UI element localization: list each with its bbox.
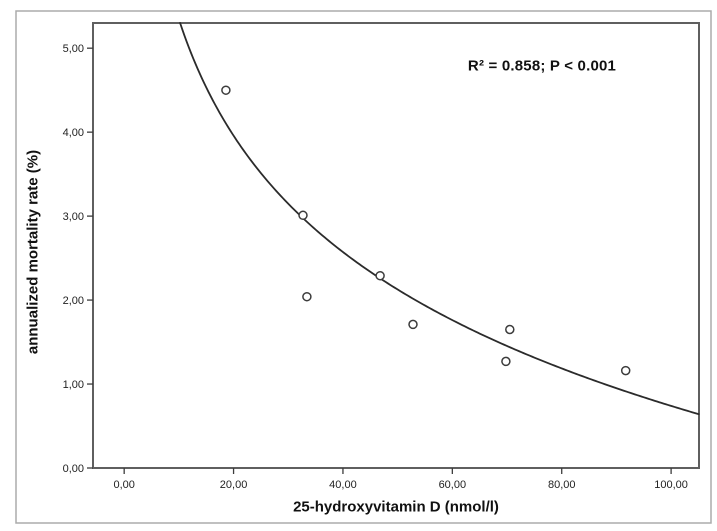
x-axis-title: 25-hydroxyvitamin D (nmol/l) xyxy=(293,498,499,516)
data-point xyxy=(501,356,511,367)
y-tick-label: 0,00 xyxy=(63,463,84,475)
y-tick-label: 1,00 xyxy=(63,379,84,391)
data-point xyxy=(221,85,231,95)
trend-curve xyxy=(179,22,700,416)
data-point xyxy=(375,270,385,281)
data-point xyxy=(408,319,418,330)
x-tick-label: 0,00 xyxy=(113,479,134,491)
data-point xyxy=(302,291,312,302)
data-point xyxy=(620,365,631,376)
y-tick-label: 5,00 xyxy=(63,43,84,55)
x-tick-label: 80,00 xyxy=(548,479,576,491)
y-tick-label: 2,00 xyxy=(63,295,84,307)
y-axis-title: annualized mortality rate (%) xyxy=(24,149,42,355)
y-tick-label: 4,00 xyxy=(63,127,84,139)
plot-frame xyxy=(92,22,700,469)
x-tick-label: 20,00 xyxy=(220,479,248,491)
figure-border xyxy=(15,10,712,524)
data-point xyxy=(298,210,308,221)
fit-statistics-annotation: R² = 0.858; P < 0.001 xyxy=(467,57,617,75)
y-tick-label: 3,00 xyxy=(63,211,84,223)
x-tick-label: 40,00 xyxy=(329,479,357,491)
x-tick-label: 60,00 xyxy=(439,479,467,491)
x-tick-label: 100,00 xyxy=(654,479,688,491)
data-point xyxy=(505,324,515,335)
